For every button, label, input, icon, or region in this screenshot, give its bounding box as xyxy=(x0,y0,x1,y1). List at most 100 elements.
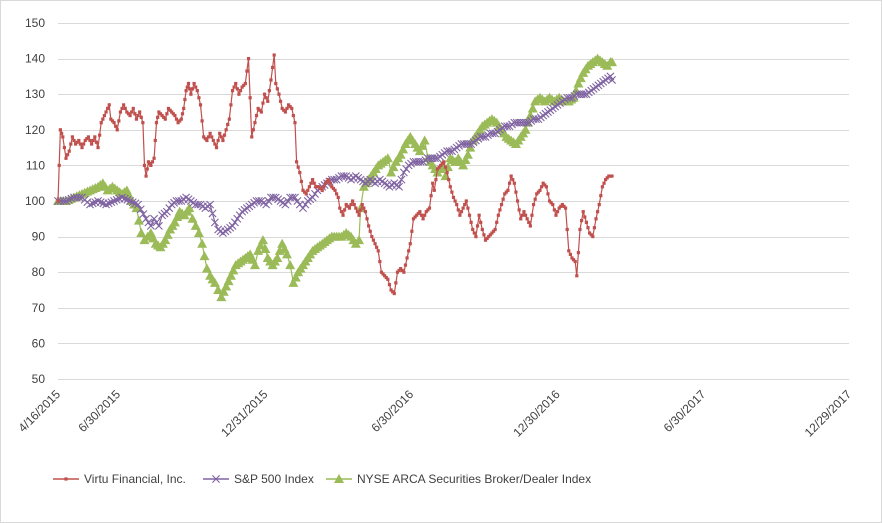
data-point xyxy=(171,112,175,116)
data-point xyxy=(341,213,345,217)
data-point xyxy=(418,210,422,214)
data-point xyxy=(240,85,244,89)
data-point xyxy=(104,199,113,208)
data-point xyxy=(487,235,491,239)
data-point xyxy=(117,119,121,123)
x-tick-label: 6/30/2016 xyxy=(369,387,417,435)
data-point xyxy=(173,113,177,118)
data-point xyxy=(261,101,265,105)
data-point xyxy=(338,206,342,210)
data-point xyxy=(318,186,323,191)
legend-label: S&P 500 Index xyxy=(234,472,314,486)
data-point xyxy=(351,199,355,203)
data-point xyxy=(182,106,186,111)
data-point xyxy=(506,188,510,192)
data-point xyxy=(226,122,230,127)
y-tick-label: 110 xyxy=(26,158,45,172)
data-point xyxy=(535,192,539,196)
data-point xyxy=(586,226,590,230)
data-point xyxy=(414,146,425,156)
data-point xyxy=(148,162,152,166)
data-point xyxy=(64,195,73,204)
data-point xyxy=(405,256,409,260)
data-point xyxy=(479,220,483,224)
data-point xyxy=(298,170,302,175)
data-point xyxy=(256,106,260,111)
y-tick-label: 140 xyxy=(25,52,45,66)
data-point xyxy=(234,81,238,86)
data-point xyxy=(344,202,348,207)
data-point xyxy=(544,185,548,189)
data-point xyxy=(195,89,199,93)
data-point xyxy=(363,210,368,214)
data-point xyxy=(224,128,228,132)
data-point xyxy=(549,201,553,205)
data-point xyxy=(185,85,189,89)
data-point xyxy=(264,96,268,100)
data-point xyxy=(101,117,105,121)
data-point xyxy=(520,213,524,217)
legend-marker xyxy=(64,477,68,481)
data-point xyxy=(581,210,585,214)
data-point xyxy=(299,179,303,184)
data-point xyxy=(136,228,147,238)
data-point xyxy=(216,138,220,143)
data-point xyxy=(554,213,558,217)
data-point xyxy=(174,117,179,121)
data-point xyxy=(283,110,287,114)
data-point xyxy=(589,233,593,237)
data-point xyxy=(522,118,531,127)
data-point xyxy=(136,205,145,214)
data-point xyxy=(149,163,153,167)
data-point xyxy=(339,210,344,214)
data-point xyxy=(83,138,87,143)
data-point xyxy=(573,78,584,88)
data-point xyxy=(156,115,160,119)
data-point xyxy=(431,154,440,163)
data-point xyxy=(330,175,339,184)
data-point xyxy=(519,217,523,221)
data-point xyxy=(180,112,185,116)
data-point xyxy=(355,210,360,214)
data-point xyxy=(120,194,129,203)
data-point xyxy=(370,235,374,239)
data-point xyxy=(576,251,580,255)
data-point xyxy=(131,203,142,213)
data-point xyxy=(479,132,488,141)
data-point xyxy=(546,192,550,196)
data-point xyxy=(480,227,484,232)
data-point xyxy=(194,200,203,209)
data-point xyxy=(184,89,188,93)
data-point xyxy=(610,174,614,178)
data-point xyxy=(560,202,564,207)
data-point xyxy=(384,275,388,280)
data-point xyxy=(600,185,605,189)
data-point xyxy=(110,119,115,123)
data-point xyxy=(146,160,151,164)
data-point xyxy=(354,206,358,210)
data-point xyxy=(309,181,313,185)
data-point xyxy=(262,200,271,209)
data-point xyxy=(447,178,451,182)
series-0 xyxy=(56,53,614,296)
data-point xyxy=(493,227,497,232)
data-point xyxy=(429,194,433,198)
y-tick-label: 120 xyxy=(25,123,45,137)
data-point xyxy=(530,213,534,217)
data-point xyxy=(228,265,239,275)
y-tick-label: 60 xyxy=(32,336,46,350)
data-point xyxy=(443,165,448,169)
data-point xyxy=(139,210,148,219)
data-point xyxy=(458,160,469,170)
data-point xyxy=(322,185,326,189)
data-point xyxy=(154,121,159,125)
data-point xyxy=(254,113,259,118)
data-point xyxy=(453,199,457,203)
data-point xyxy=(130,110,134,114)
data-point xyxy=(439,163,443,167)
data-point xyxy=(122,103,126,107)
data-point xyxy=(251,128,255,132)
data-point xyxy=(551,202,555,207)
data-point xyxy=(455,202,459,207)
